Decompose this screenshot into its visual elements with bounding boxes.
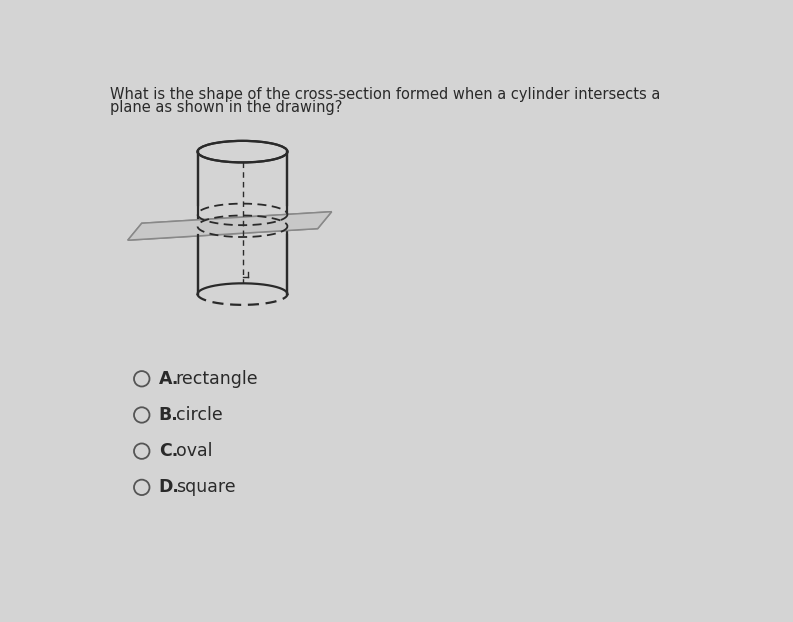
Text: C.: C.: [159, 442, 178, 460]
Text: rectangle: rectangle: [176, 370, 259, 388]
Text: D.: D.: [159, 478, 180, 496]
Text: oval: oval: [176, 442, 213, 460]
Text: A.: A.: [159, 370, 179, 388]
Polygon shape: [128, 211, 331, 240]
Text: What is the shape of the cross-section formed when a cylinder intersects a: What is the shape of the cross-section f…: [110, 87, 661, 102]
Text: circle: circle: [176, 406, 223, 424]
Polygon shape: [128, 211, 331, 240]
Text: B.: B.: [159, 406, 178, 424]
Text: plane as shown in the drawing?: plane as shown in the drawing?: [110, 100, 343, 115]
Text: square: square: [176, 478, 236, 496]
